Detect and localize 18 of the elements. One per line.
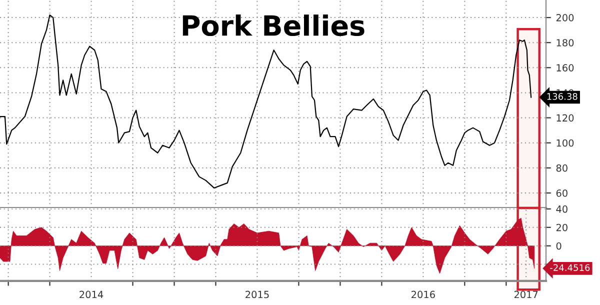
y-tick-label: 20 [556,224,568,232]
y-tick-label: 200 [556,14,574,22]
line-series [0,14,532,189]
y-tick-label: 180 [556,39,574,46]
y-tick-label: 60 [556,189,568,197]
x-tick-label: 2017 [514,290,538,298]
y-tick-label: 100 [556,139,574,147]
x-tick-label: 2015 [246,290,269,298]
y-tick-label: 0 [556,242,562,250]
chart-title: Pork Bellies [182,14,364,36]
annotation: -24.4516 [550,264,590,272]
x-tick-label: 2016 [412,290,435,298]
y-tick-label: 80 [556,164,568,172]
y-tick-label: 160 [556,64,574,72]
y-tick-label: 120 [556,114,574,122]
annotation: 136.38 [547,93,578,100]
x-tick-label: 2014 [80,290,104,298]
y-tick-label: 40 [556,205,568,213]
